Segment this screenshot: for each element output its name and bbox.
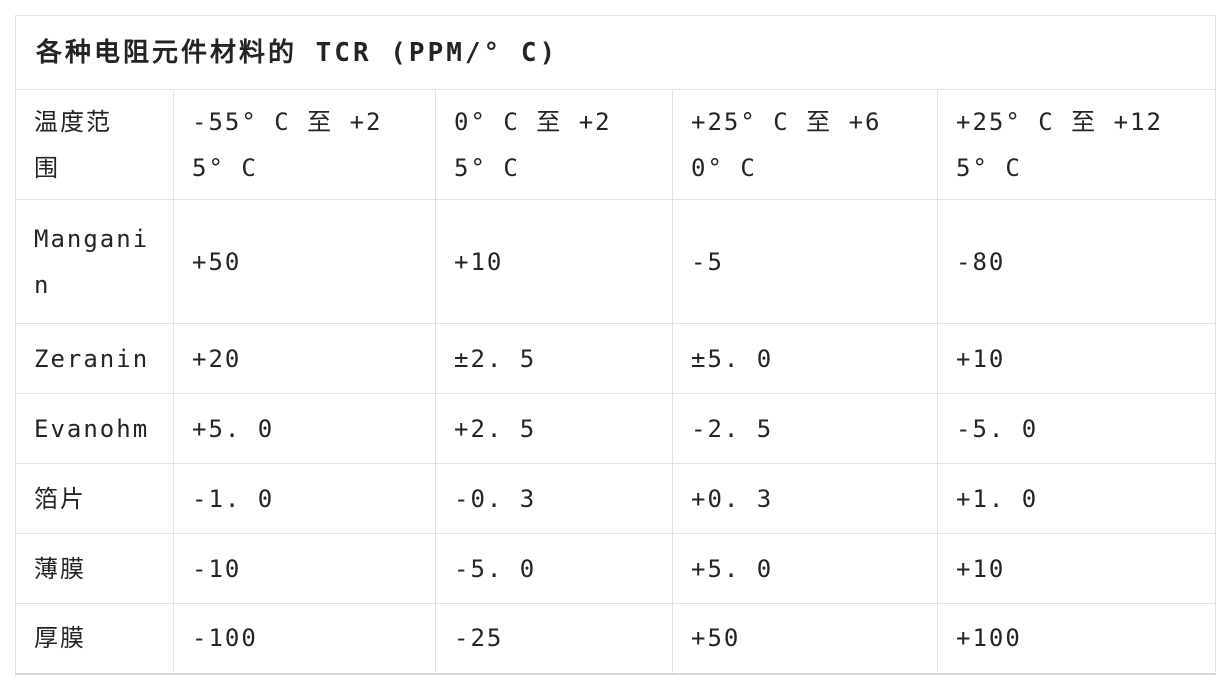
table-row-zeranin: Zeranin +20 ±2. 5 ±5. 0 +10 — [15, 323, 1217, 394]
value-cell: +1. 0 — [936, 463, 1217, 534]
value-cell: -5. 0 — [435, 533, 673, 604]
value-cell: -10 — [173, 533, 436, 604]
value-cell: ±5. 0 — [672, 323, 938, 394]
material-cell: 薄膜 — [15, 533, 174, 604]
table-row-thin-film: 薄膜 -10 -5. 0 +5. 0 +10 — [15, 533, 1217, 604]
value-cell: ±2. 5 — [435, 323, 673, 394]
column-header-range-4: +25° C 至 +12 5° C — [936, 89, 1217, 200]
value-cell: +2. 5 — [435, 393, 673, 464]
column-header-temp-range: 温度范 围 — [15, 89, 174, 200]
table-row-manganin: Mangani n +50 +10 -5 -80 — [15, 199, 1217, 324]
column-header-range-2: 0° C 至 +2 5° C — [435, 89, 673, 200]
value-cell: +5. 0 — [672, 533, 938, 604]
value-cell: +20 — [173, 323, 436, 394]
column-header-range-3: +25° C 至 +6 0° C — [672, 89, 938, 200]
material-cell: Zeranin — [15, 323, 174, 394]
value-cell: +10 — [435, 199, 673, 324]
table-row-foil: 箔片 -1. 0 -0. 3 +0. 3 +1. 0 — [15, 463, 1217, 534]
value-cell: +10 — [936, 323, 1217, 394]
table-title-row: 各种电阻元件材料的 TCR (PPM/° C) — [14, 15, 1217, 90]
value-cell: +0. 3 — [672, 463, 938, 534]
material-cell: Mangani n — [15, 199, 174, 324]
table-row-thick-film: 厚膜 -100 -25 +50 +100 — [15, 603, 1217, 674]
value-cell: -0. 3 — [435, 463, 673, 534]
value-cell: -25 — [435, 603, 673, 674]
material-cell: 厚膜 — [15, 603, 174, 674]
column-header-range-1: -55° C 至 +2 5° C — [173, 89, 436, 200]
value-cell: -80 — [936, 199, 1217, 324]
value-cell: -1. 0 — [173, 463, 436, 534]
value-cell: +5. 0 — [173, 393, 436, 464]
value-cell: +50 — [672, 603, 938, 674]
material-cell: 箔片 — [15, 463, 174, 534]
value-cell: +100 — [936, 603, 1217, 674]
tcr-table-container: 各种电阻元件材料的 TCR (PPM/° C) 温度范 围 -55° C 至 +… — [14, 15, 1217, 675]
value-cell: +50 — [173, 199, 436, 324]
value-cell: +10 — [936, 533, 1217, 604]
table-row-evanohm: Evanohm +5. 0 +2. 5 -2. 5 -5. 0 — [15, 393, 1217, 464]
table-title: 各种电阻元件材料的 TCR (PPM/° C) — [14, 15, 1217, 90]
value-cell: -2. 5 — [672, 393, 938, 464]
value-cell: -5. 0 — [936, 393, 1217, 464]
table-header-row: 温度范 围 -55° C 至 +2 5° C 0° C 至 +2 5° C +2… — [15, 89, 1217, 200]
value-cell: -100 — [173, 603, 436, 674]
value-cell: -5 — [672, 199, 938, 324]
tcr-table: 各种电阻元件材料的 TCR (PPM/° C) 温度范 围 -55° C 至 +… — [14, 15, 1217, 675]
material-cell: Evanohm — [15, 393, 174, 464]
